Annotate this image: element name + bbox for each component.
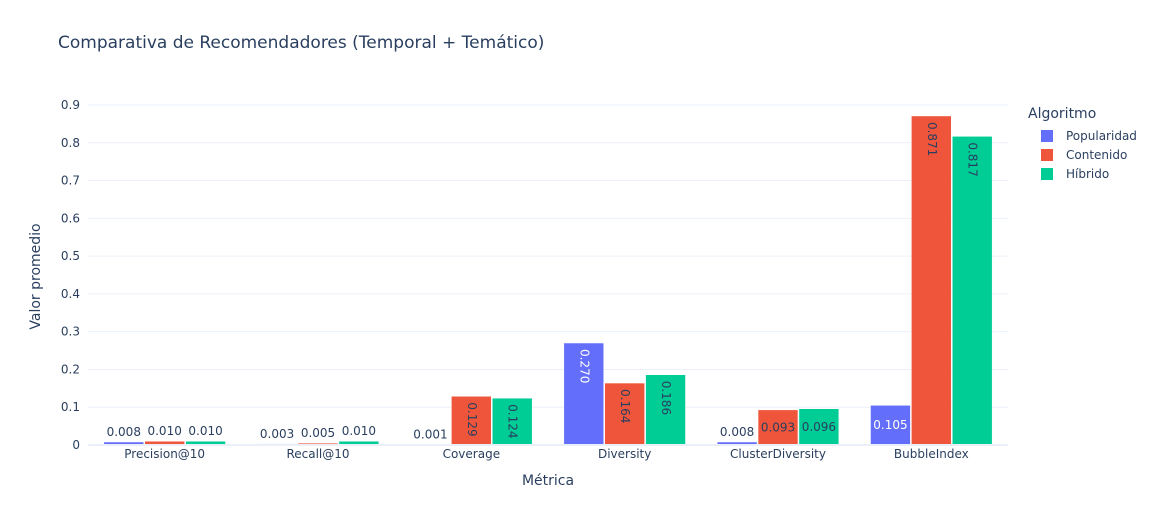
- y-tick-label: 0.4: [61, 287, 80, 301]
- bar: [563, 342, 604, 446]
- y-axis-title: Valor promedio: [28, 223, 44, 329]
- bar-value-label: 0.871: [925, 122, 939, 156]
- bar-value-label: 0.124: [506, 404, 520, 438]
- grid-lines: [88, 104, 1008, 408]
- axes: 0 0.1 0.2 0.3 0.4 0.5 0.6 0.7 0.8 0.9 Precision@10…: [28, 98, 1008, 489]
- bar-value-label: 0.093: [761, 420, 795, 434]
- bar-value-label: 0.005: [301, 426, 335, 440]
- legend-label: Híbrido: [1066, 167, 1109, 181]
- y-tick-label: 0.9: [61, 98, 80, 112]
- x-tick-label: Recall@10: [286, 447, 349, 461]
- y-tick-label: 0.3: [61, 325, 80, 339]
- bar-value-label: 0.008: [107, 425, 141, 439]
- y-tick-label: 0.8: [61, 136, 80, 150]
- x-tick-label: Coverage: [443, 447, 501, 461]
- legend-item[interactable]: Híbrido: [1041, 167, 1109, 181]
- y-tick-label: 0.1: [61, 400, 80, 414]
- bar-value-label: 0.186: [659, 381, 673, 415]
- legend-item[interactable]: Popularidad: [1041, 129, 1137, 143]
- x-tick-label: ClusterDiversity: [730, 447, 826, 461]
- bar-value-label: 0.010: [147, 424, 181, 438]
- x-tick-label: Diversity: [598, 447, 651, 461]
- bar-value-label: 0.001: [413, 428, 447, 442]
- legend-item[interactable]: Contenido: [1041, 148, 1127, 162]
- bar: [870, 405, 911, 446]
- bar: [645, 374, 686, 446]
- bar: [604, 382, 645, 446]
- bar-value-label: 0.105: [873, 418, 907, 432]
- x-axis-title: Métrica: [522, 473, 574, 489]
- y-tick-label: 0.7: [61, 174, 80, 188]
- bar-labels: 0.008 0.010 0.010 0.003 0.005 0.010 0.001 0.129…: [107, 122, 980, 442]
- bars: [103, 115, 993, 446]
- bar-value-label: 0.096: [802, 420, 836, 434]
- bar: [492, 397, 533, 446]
- legend-label: Contenido: [1066, 148, 1127, 162]
- y-tick-label: 0.6: [61, 211, 80, 225]
- bar: [911, 115, 952, 446]
- legend-title: Algoritmo: [1028, 106, 1096, 122]
- y-tick-label: 0.2: [61, 362, 80, 376]
- x-tick-label: BubbleIndex: [894, 447, 969, 461]
- bar: [952, 136, 993, 446]
- bar-value-label: 0.817: [966, 142, 980, 176]
- y-tick-label: 0.5: [61, 249, 80, 263]
- bar: [798, 408, 840, 446]
- chart-title: Comparativa de Recomendadores (Temporal …: [58, 33, 545, 53]
- legend-swatch: [1041, 130, 1053, 142]
- bar: [757, 409, 799, 446]
- legend[interactable]: Algoritmo Popularidad Contenido Híbrido: [1028, 106, 1137, 181]
- legend-swatch: [1041, 149, 1053, 161]
- x-tick-label: Precision@10: [124, 447, 205, 461]
- y-tick-label: 0: [72, 438, 80, 452]
- bar-value-label: 0.164: [618, 389, 632, 423]
- bar-value-label: 0.129: [465, 402, 479, 436]
- bar: [451, 396, 492, 446]
- legend-label: Popularidad: [1066, 129, 1137, 143]
- legend-swatch: [1041, 168, 1053, 180]
- bar-value-label: 0.010: [188, 424, 222, 438]
- bar-value-label: 0.010: [342, 424, 376, 438]
- bar-value-label: 0.003: [260, 427, 294, 441]
- bar-value-label: 0.270: [577, 349, 591, 383]
- bar-value-label: 0.008: [720, 425, 754, 439]
